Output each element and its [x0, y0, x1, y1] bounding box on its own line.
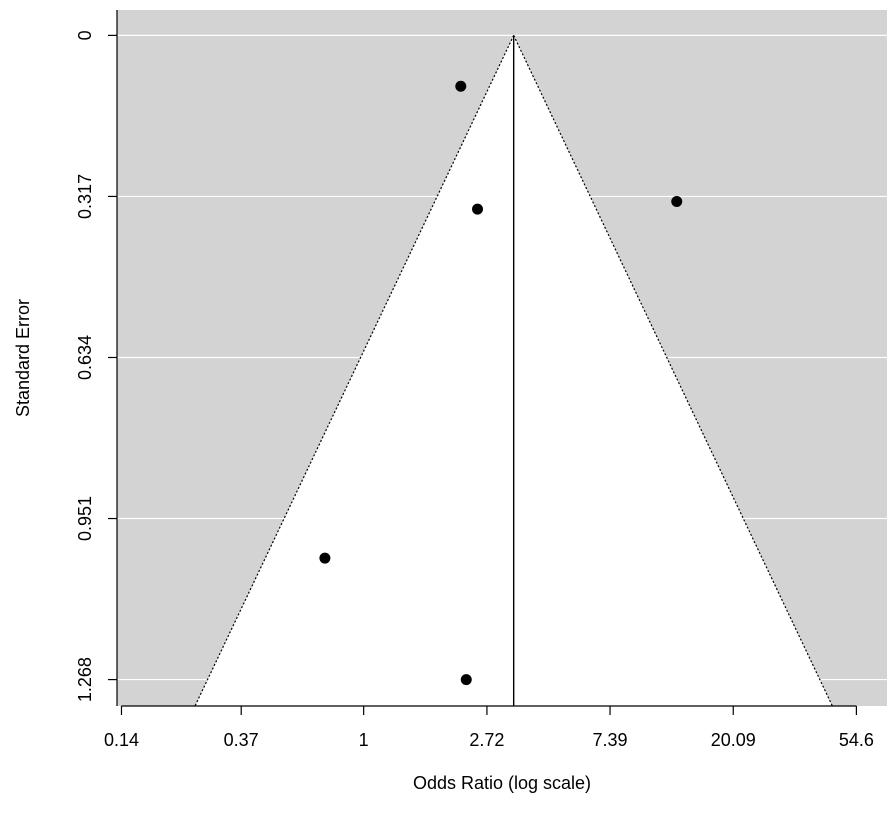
y-axis-label: Standard Error [13, 299, 33, 417]
x-tick-label: 0.37 [224, 730, 259, 750]
data-point [460, 674, 472, 686]
y-tick-label: 0.951 [75, 496, 95, 541]
data-point [319, 552, 331, 564]
funnel [194, 35, 833, 707]
data-point [671, 196, 683, 208]
x-axis-label: Odds Ratio (log scale) [413, 773, 591, 793]
data-point [455, 80, 467, 92]
x-tick-label: 20.09 [711, 730, 756, 750]
x-tick-label: 2.72 [469, 730, 504, 750]
y-tick-label: 0 [75, 30, 95, 40]
x-tick-label: 1 [359, 730, 369, 750]
y-tick-label: 0.317 [75, 174, 95, 219]
y-tick-label: 1.268 [75, 657, 95, 702]
x-tick-label: 7.39 [593, 730, 628, 750]
x-tick-label: 54.6 [839, 730, 874, 750]
y-tick-label: 0.634 [75, 335, 95, 380]
x-tick-label: 0.14 [104, 730, 139, 750]
axes: 0.14 0.37 1 2.72 7.39 20.09 54.6 0 0.317 0.634 0.9… [75, 10, 874, 750]
data-point [472, 203, 484, 215]
data-points [319, 80, 683, 686]
